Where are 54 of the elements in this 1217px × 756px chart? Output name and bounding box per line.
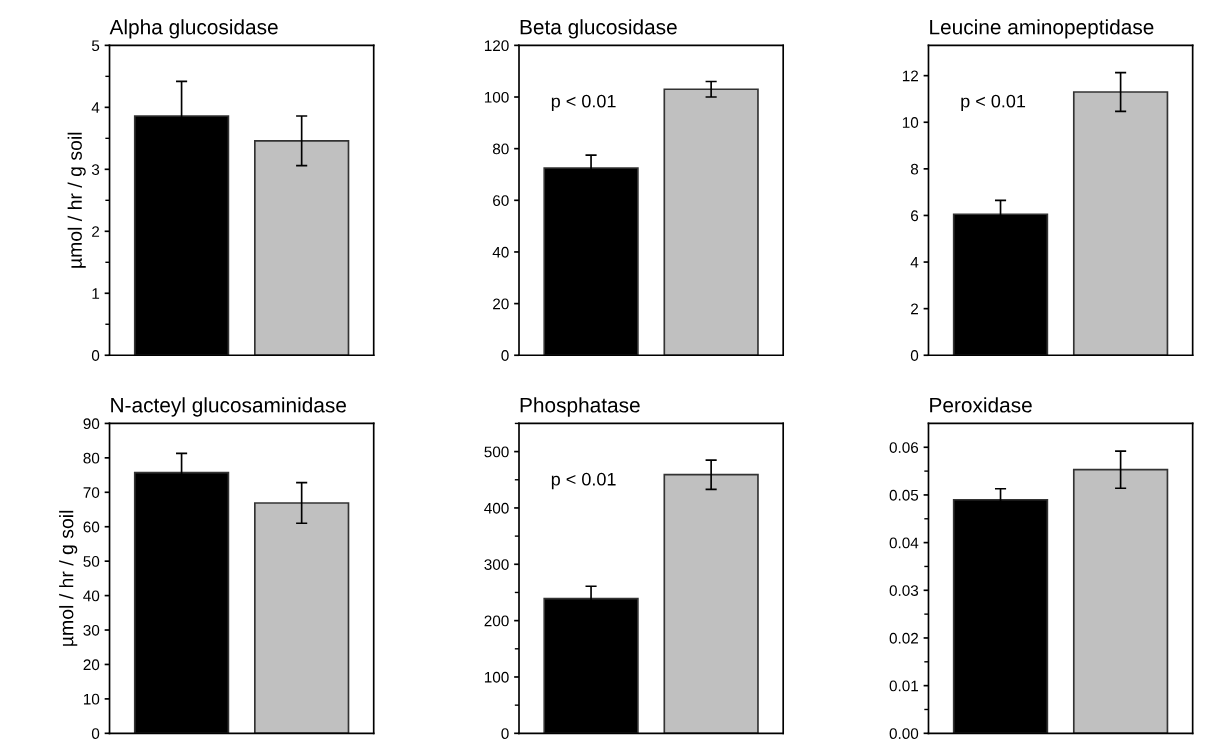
y-tick-label: 0.01 bbox=[889, 680, 919, 692]
chart-title: Beta glucosidase bbox=[520, 19, 677, 39]
y-tick-label: 2 bbox=[92, 226, 100, 237]
y-axis-title: µmol / hr / g soil bbox=[59, 510, 78, 646]
y-tick-label: 30 bbox=[83, 624, 100, 636]
y-tick-label: 500 bbox=[484, 446, 509, 458]
chart-title: Phosphatase bbox=[520, 397, 640, 417]
y-tick-label: 4 bbox=[910, 257, 919, 268]
y-tick-label: 300 bbox=[484, 559, 509, 570]
y-tick-label: 0.04 bbox=[889, 537, 919, 549]
y-tick-label: 0 bbox=[910, 350, 919, 361]
y-tick-label: 20 bbox=[493, 298, 509, 310]
annotation: p < 0.01 bbox=[961, 94, 1026, 112]
y-tick-label: 0 bbox=[91, 728, 100, 740]
y-tick-label: 0 bbox=[501, 728, 509, 740]
y-tick-label: 12 bbox=[902, 70, 918, 82]
y-tick-label: 0.02 bbox=[889, 632, 918, 644]
y-tick-label: 8 bbox=[910, 163, 919, 175]
y-tick-label: 0.06 bbox=[889, 442, 919, 453]
annotation: p < 0.01 bbox=[551, 94, 616, 112]
y-tick-label: 50 bbox=[83, 556, 100, 567]
y-tick-label: 60 bbox=[83, 521, 100, 533]
chart-title: Peroxidase bbox=[930, 397, 1032, 413]
y-tick-label: 0 bbox=[91, 350, 100, 361]
chart-title: N-acteyl glucosaminidase bbox=[111, 397, 346, 417]
y-tick-label: 0 bbox=[501, 350, 509, 361]
y-tick-label: 4 bbox=[91, 102, 100, 113]
y-tick-label: 40 bbox=[492, 246, 509, 258]
y-tick-label: 6 bbox=[911, 210, 919, 222]
y-tick-label: 120 bbox=[484, 40, 509, 52]
annotation: p < 0.01 bbox=[551, 472, 616, 490]
y-tick-label: 1 bbox=[92, 288, 100, 299]
y-tick-label: 0.03 bbox=[889, 585, 919, 596]
y-tick-label: 2 bbox=[911, 303, 918, 315]
y-tick-label: 70 bbox=[83, 487, 100, 498]
y-tick-label: 80 bbox=[492, 143, 509, 155]
y-tick-label: 5 bbox=[91, 40, 100, 52]
y-tick-label: 400 bbox=[484, 502, 509, 514]
y-tick-label: 3 bbox=[91, 164, 100, 175]
y-tick-label: 80 bbox=[83, 452, 100, 464]
chart-title: Alpha glucosidase bbox=[109, 19, 278, 39]
chart-title: Leucine aminopeptidase bbox=[930, 19, 1154, 39]
y-tick-label: 10 bbox=[902, 117, 919, 128]
y-tick-label: 200 bbox=[484, 615, 509, 627]
y-tick-label: 0.05 bbox=[889, 489, 919, 501]
y-tick-label: 90 bbox=[83, 418, 100, 430]
y-tick-label: 40 bbox=[83, 590, 100, 602]
y-tick-label: 100 bbox=[484, 91, 509, 103]
y-tick-label: 10 bbox=[83, 693, 100, 705]
y-tick-label: 100 bbox=[484, 671, 509, 683]
y-tick-label: 0.00 bbox=[889, 728, 919, 740]
y-axis-title: µmol / hr / g soil bbox=[67, 132, 86, 268]
y-tick-label: 20 bbox=[83, 659, 100, 671]
y-tick-label: 60 bbox=[493, 195, 509, 206]
